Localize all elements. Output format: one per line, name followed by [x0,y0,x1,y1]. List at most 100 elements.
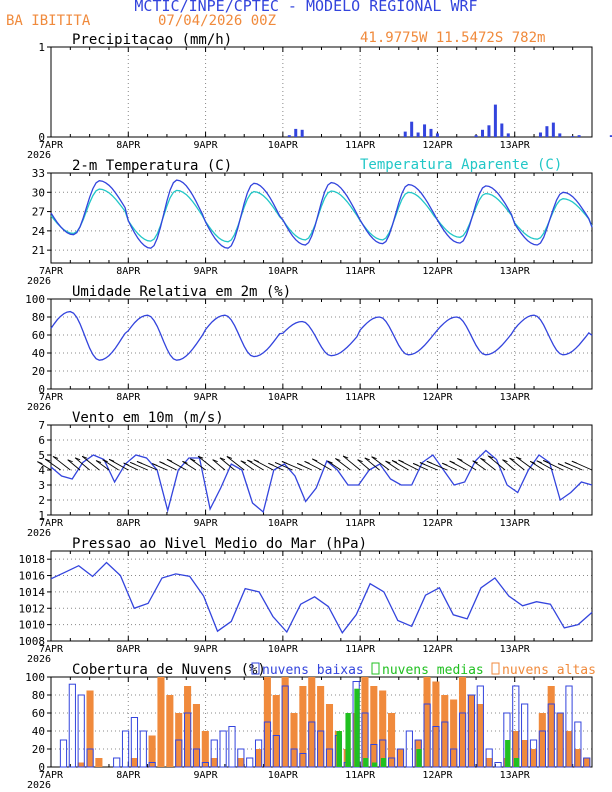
x-tick-label: 13APR [500,518,531,529]
precip-bar [571,136,575,137]
cloud-high-bar [254,749,263,767]
cloud-low-bar [192,748,201,768]
panel-frame [50,550,593,642]
wind-barb-feather [571,460,578,464]
cloud-low-bar [583,757,591,768]
wind-barb [247,459,264,471]
x-tick-label: 8APR [116,518,141,529]
wind-barb-feather [268,462,274,466]
y-tick-label: 1010 [19,619,46,632]
y-tick-label: 30 [32,186,45,199]
y-tick-label: 1008 [19,635,46,648]
x-tick-label: 13APR [500,770,531,781]
cloud-low-bar [458,712,467,768]
cloud-low-bar [529,739,538,768]
cloud-low-bar [77,694,85,768]
wind-barb [44,458,61,471]
cloud-high-bar [325,704,334,767]
wind-barb-feather [166,458,173,462]
x-tick-label: 13APR [500,392,531,403]
year-label: 2026 [27,402,51,413]
x-tick-label: 11APR [345,392,376,403]
cloud-mid-bar [354,688,360,767]
x-tick-label: 9APR [194,140,219,151]
x-tick-label: 11APR [345,644,376,655]
cloud-low-bar [281,685,289,768]
legend-high-clouds-swatch [491,662,500,675]
cloud-high-bar [148,735,156,767]
cloud-low-bar [441,721,449,768]
y-tick-label: 1012 [19,602,46,615]
cloud-low-bar [405,730,413,768]
y-tick-label: 80 [32,311,45,324]
cloud-low-bar [148,762,156,768]
cloud-low-bar [228,726,236,768]
cloud-high-bar [281,677,289,767]
panel-title: Vento em 10m (m/s) [72,410,224,426]
x-tick-label: 8APR [116,266,141,277]
cloud-high-bar [485,758,493,767]
precip-bar [287,135,291,137]
cloud-low-bar [59,739,68,768]
wind-barb [189,458,206,471]
cloud-low-bar [476,685,484,768]
cloud-low-bar [538,730,546,768]
cloud-high-bar [370,686,378,767]
cloud-mid-bar [363,758,369,767]
cloud-low-bar [246,757,254,768]
cloud-high-bar [583,758,591,767]
cloud-low-bar [210,739,218,768]
x-tick-label: 10APR [268,770,299,781]
x-tick-label: 7APR [39,518,64,529]
precip-bar [403,131,407,137]
wind-barb [226,456,245,471]
y-tick-label: 100 [25,293,45,306]
x-tick-label: 10APR [268,140,299,151]
wind-barb-feather [398,459,404,463]
wind-barb-feather [81,455,88,459]
station-name: BA IBITITA [6,13,91,29]
wind-barb-feather [391,460,398,463]
precip-bar [294,128,298,137]
x-tick-label: 7APR [39,392,64,403]
y-tick-label: 1 [38,41,45,54]
cloud-high-bar [157,677,165,767]
wind-barb [509,457,525,471]
cloud-low-bar [201,762,209,768]
y-tick-label: 6 [38,434,45,447]
x-tick-label: 10APR [268,266,299,277]
wind-barb-feather [413,463,419,466]
wind-barb-feather [371,456,377,460]
precip-bar [474,135,478,137]
cloud-high-bar [130,758,138,767]
wind-barb-feather [136,461,143,464]
wind-barb [391,460,409,471]
precip-bar [551,122,555,137]
wind-barb-feather [304,460,310,464]
wind-barb-feather [219,457,226,461]
y-tick-label: 27 [32,206,45,219]
wind-barb-feather [102,459,108,463]
cloud-high-bar [299,686,307,767]
cloud-high-bar [272,695,280,767]
cloud-high-bar [95,758,103,767]
cloud-high-bar [423,677,431,767]
cloud-low-bar [263,721,272,768]
x-tick-label: 8APR [116,392,141,403]
x-tick-label: 8APR [116,644,141,655]
wind-barb-feather [297,462,303,466]
x-tick-label: 13APR [500,266,531,277]
apparent-temp-line [50,188,593,243]
x-tick-label: 9APR [194,518,219,529]
x-tick-label: 10APR [268,392,299,403]
y-tick-label: 60 [32,329,45,342]
wind-barb [240,460,255,471]
wind-barb [108,458,129,471]
cloud-low-bar [130,717,139,768]
cloud-low-bar [175,739,183,768]
wind-barb-feather [212,459,218,463]
precip-bar [487,125,491,137]
wind-barb [311,458,332,471]
cloud-high-bar [512,731,520,767]
x-tick-label: 9APR [194,770,219,781]
